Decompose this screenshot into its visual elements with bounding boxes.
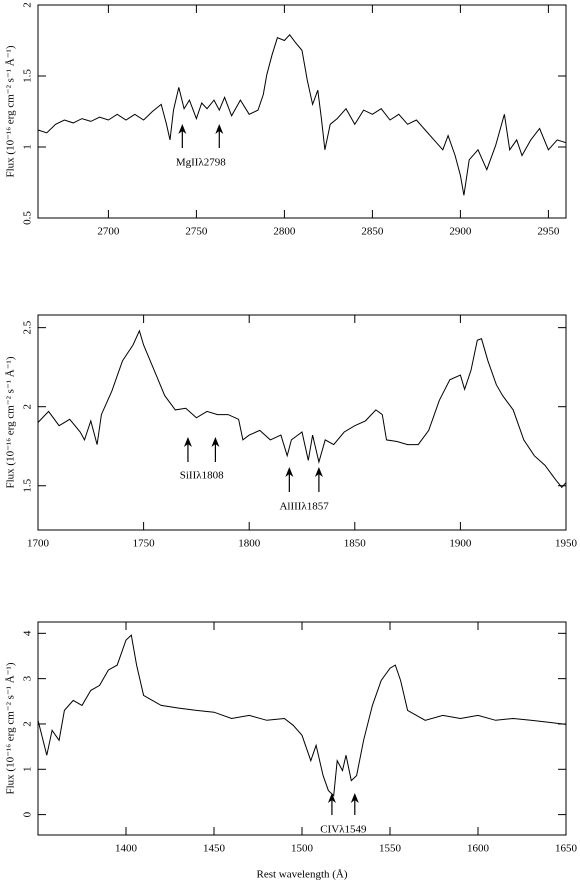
y-tick-label: 1 (22, 144, 34, 150)
arrow-head (183, 437, 192, 447)
y-tick-label: 1.5 (22, 69, 34, 83)
x-tick-label: 1650 (555, 843, 578, 855)
x-tick-label: 1550 (379, 843, 402, 855)
arrow-head (285, 467, 294, 477)
x-tick-label: 1950 (555, 538, 578, 550)
y-tick-label: 2.5 (22, 320, 34, 334)
y-axis-label: Flux (10⁻¹⁶ erg cm⁻² s⁻¹ Å⁻¹) (5, 356, 17, 488)
annotation-label: CIVλ1549 (320, 824, 367, 836)
arrow-head (350, 793, 359, 803)
y-tick-label: 0 (22, 811, 34, 817)
spectrum-line (37, 634, 567, 797)
y-tick-label: 0.5 (22, 211, 34, 225)
x-tick-label: 2900 (449, 226, 472, 238)
x-tick-label: 1450 (203, 843, 226, 855)
spectrum-line (37, 329, 567, 489)
plot-frame (37, 4, 567, 219)
y-tick-label: 2 (22, 2, 34, 8)
annotation-label: MgIIλ2798 (176, 157, 226, 169)
annotation-label: SiIIλ1808 (180, 470, 224, 482)
y-tick-label: 1.5 (22, 478, 34, 492)
x-tick-label: 1600 (467, 843, 490, 855)
y-tick-label: 2 (22, 404, 34, 410)
x-tick-label: 1500 (291, 843, 314, 855)
spectrum-line (37, 34, 567, 196)
x-axis-label: Rest wavelength (Å) (256, 869, 347, 881)
arrow-head (215, 124, 224, 134)
y-axis-label: Flux (10⁻¹⁶ erg cm⁻² s⁻¹ Å⁻¹) (5, 45, 17, 177)
x-tick-label: 2950 (537, 226, 560, 238)
y-tick-label: 2 (22, 721, 34, 727)
y-axis-label: Flux (10⁻¹⁶ erg cm⁻² s⁻¹ Å⁻¹) (5, 662, 17, 794)
x-tick-label: 2850 (361, 226, 384, 238)
arrow-head (211, 437, 220, 447)
plot-frame (37, 621, 567, 836)
plot-frame (37, 314, 567, 531)
x-tick-label: 2800 (273, 226, 296, 238)
arrow-head (178, 124, 187, 134)
x-tick-label: 2700 (97, 226, 120, 238)
x-tick-label: 1850 (344, 538, 367, 550)
annotation-label: AlIIIλ1857 (279, 501, 329, 513)
arrow-head (314, 467, 323, 477)
x-tick-label: 1750 (133, 538, 156, 550)
arrow-head (327, 793, 336, 803)
x-tick-label: 2750 (185, 226, 208, 238)
x-tick-label: 1700 (27, 538, 50, 550)
x-tick-label: 1800 (238, 538, 261, 550)
x-tick-label: 1400 (115, 843, 138, 855)
x-tick-label: 1900 (449, 538, 472, 550)
y-tick-label: 3 (22, 675, 34, 681)
y-tick-label: 4 (22, 630, 34, 636)
y-tick-label: 1 (22, 767, 34, 773)
